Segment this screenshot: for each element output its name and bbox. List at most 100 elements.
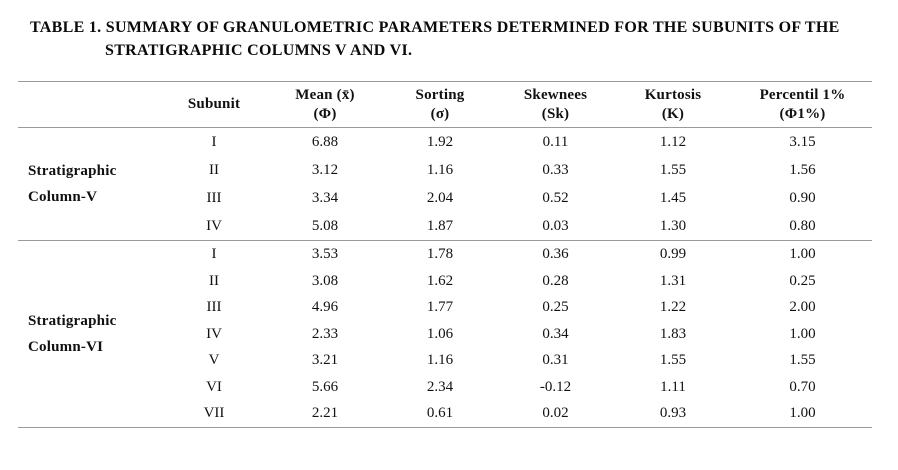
table-header: Subunit Mean (x̄) (Φ) Sorting (σ) Skewne… xyxy=(18,81,872,128)
table-row: Stratigraphic Column-VI I 3.53 1.78 0.36… xyxy=(18,240,872,427)
col-header-skewnees: Skewnees (Sk) xyxy=(498,81,613,128)
col-header-subunit: Subunit xyxy=(160,81,268,128)
section-column-v: Stratigraphic Column-V I 6.88 1.92 0.11 … xyxy=(18,128,872,241)
col-header-sorting-symbol: (σ) xyxy=(430,105,450,122)
cell-percentil: 0.70 xyxy=(789,378,816,395)
cell-skewnees: 0.11 xyxy=(542,134,569,150)
col-header-empty xyxy=(18,81,160,128)
col-header-percentil-label: Percentil 1% xyxy=(759,86,846,103)
col-header-percentil: Percentil 1% (Φ1%) xyxy=(733,81,872,128)
table-caption-line1: TABLE 1. SUMMARY OF GRANULOMETRIC PARAME… xyxy=(30,19,840,36)
cell-subunit: IV xyxy=(206,325,222,342)
cell-percentil: 1.00 xyxy=(733,240,872,268)
cell-mean: 5.08 xyxy=(311,218,339,234)
section-label-line1: Stratigraphic xyxy=(28,163,117,179)
cell-subunit: V xyxy=(208,352,220,369)
col-header-percentil-symbol: (Φ1%) xyxy=(779,105,826,122)
table-row: II 3.08 1.62 0.28 1.31 0.25 xyxy=(18,268,872,295)
cell-percentil: 3.15 xyxy=(789,134,816,150)
table-row: III 4.96 1.77 0.25 1.22 2.00 xyxy=(18,294,872,321)
cell-subunit: III xyxy=(206,299,222,316)
cell-subunit: VII xyxy=(203,405,225,422)
col-header-skewnees-label: Skewnees xyxy=(523,86,588,103)
cell-kurtosis: 1.55 xyxy=(659,162,687,178)
cell-kurtosis: 1.12 xyxy=(659,134,687,150)
table-row: VI 5.66 2.34 -0.12 1.11 0.70 xyxy=(18,374,872,401)
cell-mean: 3.12 xyxy=(311,162,339,178)
cell-skewnees: 0.36 xyxy=(498,240,613,268)
section-label-line1: Stratigraphic xyxy=(28,312,117,329)
cell-subunit: I xyxy=(211,134,217,150)
col-header-subunit-label: Subunit xyxy=(187,96,241,112)
cell-subunit: II xyxy=(209,272,219,289)
col-header-mean-symbol: (Φ) xyxy=(313,105,337,122)
cell-sorting: 1.77 xyxy=(426,299,454,316)
cell-kurtosis: 1.83 xyxy=(659,325,687,342)
cell-skewnees: 0.03 xyxy=(542,218,569,234)
cell-percentil: 1.56 xyxy=(789,162,816,178)
cell-skewnees: 0.33 xyxy=(542,162,569,178)
cell-skewnees: 0.02 xyxy=(542,405,569,422)
table-row: II 3.12 1.16 0.33 1.55 1.56 xyxy=(18,156,872,184)
col-header-mean: Mean (x̄) (Φ) xyxy=(268,81,382,128)
cell-mean: 3.34 xyxy=(311,190,339,206)
cell-skewnees: 0.25 xyxy=(542,299,569,316)
cell-sorting: 0.61 xyxy=(426,405,454,422)
section-label-column-vi: Stratigraphic Column-VI xyxy=(18,240,160,427)
cell-sorting: 2.04 xyxy=(426,190,454,206)
cell-skewnees: -0.12 xyxy=(539,378,572,395)
cell-skewnees: 0.34 xyxy=(542,325,569,342)
section-label-line2: Column-VI xyxy=(28,338,104,355)
cell-kurtosis: 1.11 xyxy=(660,378,686,395)
cell-mean: 3.21 xyxy=(311,352,339,369)
cell-skewnees: 0.28 xyxy=(542,272,569,289)
col-header-kurtosis-label: Kurtosis xyxy=(644,86,702,103)
cell-sorting: 1.92 xyxy=(426,134,454,150)
cell-skewnees: 0.52 xyxy=(542,190,569,206)
cell-subunit: III xyxy=(206,190,222,206)
cell-percentil: 2.00 xyxy=(789,299,816,316)
table-caption-line2: STRATIGRAPHIC COLUMNS V AND VI. xyxy=(105,42,413,59)
cell-mean: 3.08 xyxy=(311,272,339,289)
cell-skewnees: 0.31 xyxy=(542,352,569,369)
cell-mean: 5.66 xyxy=(311,378,339,395)
cell-kurtosis: 1.22 xyxy=(659,299,687,316)
cell-sorting: 1.78 xyxy=(382,240,498,268)
cell-percentil: 0.90 xyxy=(789,190,816,206)
cell-sorting: 1.16 xyxy=(426,162,454,178)
col-header-sorting-label: Sorting xyxy=(415,86,465,103)
section-column-vi: Stratigraphic Column-VI I 3.53 1.78 0.36… xyxy=(18,240,872,427)
cell-percentil: 1.00 xyxy=(789,325,816,342)
section-label-line2: Column-V xyxy=(28,189,98,205)
granulometric-parameters-table: Subunit Mean (x̄) (Φ) Sorting (σ) Skewne… xyxy=(18,81,872,428)
cell-sorting: 2.34 xyxy=(426,378,454,395)
col-header-sorting: Sorting (σ) xyxy=(382,81,498,128)
cell-mean: 3.53 xyxy=(268,240,382,268)
header-row: Subunit Mean (x̄) (Φ) Sorting (σ) Skewne… xyxy=(18,81,872,128)
cell-percentil: 1.00 xyxy=(789,405,816,422)
cell-kurtosis: 1.45 xyxy=(659,190,687,206)
col-header-mean-label: Mean (x̄) xyxy=(295,86,355,103)
cell-mean: 2.33 xyxy=(311,325,339,342)
cell-percentil: 1.55 xyxy=(789,352,816,369)
section-label-column-v: Stratigraphic Column-V xyxy=(18,128,160,241)
cell-subunit: I xyxy=(160,240,268,268)
cell-mean: 4.96 xyxy=(311,299,339,316)
cell-sorting: 1.87 xyxy=(426,218,454,234)
cell-percentil: 0.25 xyxy=(789,272,816,289)
cell-kurtosis: 1.31 xyxy=(659,272,687,289)
cell-kurtosis: 1.55 xyxy=(659,352,687,369)
cell-kurtosis: 1.30 xyxy=(659,218,687,234)
cell-percentil: 0.80 xyxy=(789,218,816,234)
cell-subunit: VI xyxy=(206,378,222,395)
cell-sorting: 1.16 xyxy=(426,352,454,369)
table-row: Stratigraphic Column-V I 6.88 1.92 0.11 … xyxy=(18,128,872,205)
table-row: V 3.21 1.16 0.31 1.55 1.55 xyxy=(18,347,872,374)
cell-sorting: 1.06 xyxy=(426,325,454,342)
col-header-kurtosis-symbol: (K) xyxy=(661,105,685,122)
cell-subunit: IV xyxy=(206,218,222,234)
col-header-kurtosis: Kurtosis (K) xyxy=(613,81,733,128)
table-caption: TABLE 1. SUMMARY OF GRANULOMETRIC PARAME… xyxy=(30,16,868,62)
table-row: IV 5.08 1.87 0.03 1.30 0.80 xyxy=(18,212,872,241)
cell-subunit: II xyxy=(209,162,219,178)
